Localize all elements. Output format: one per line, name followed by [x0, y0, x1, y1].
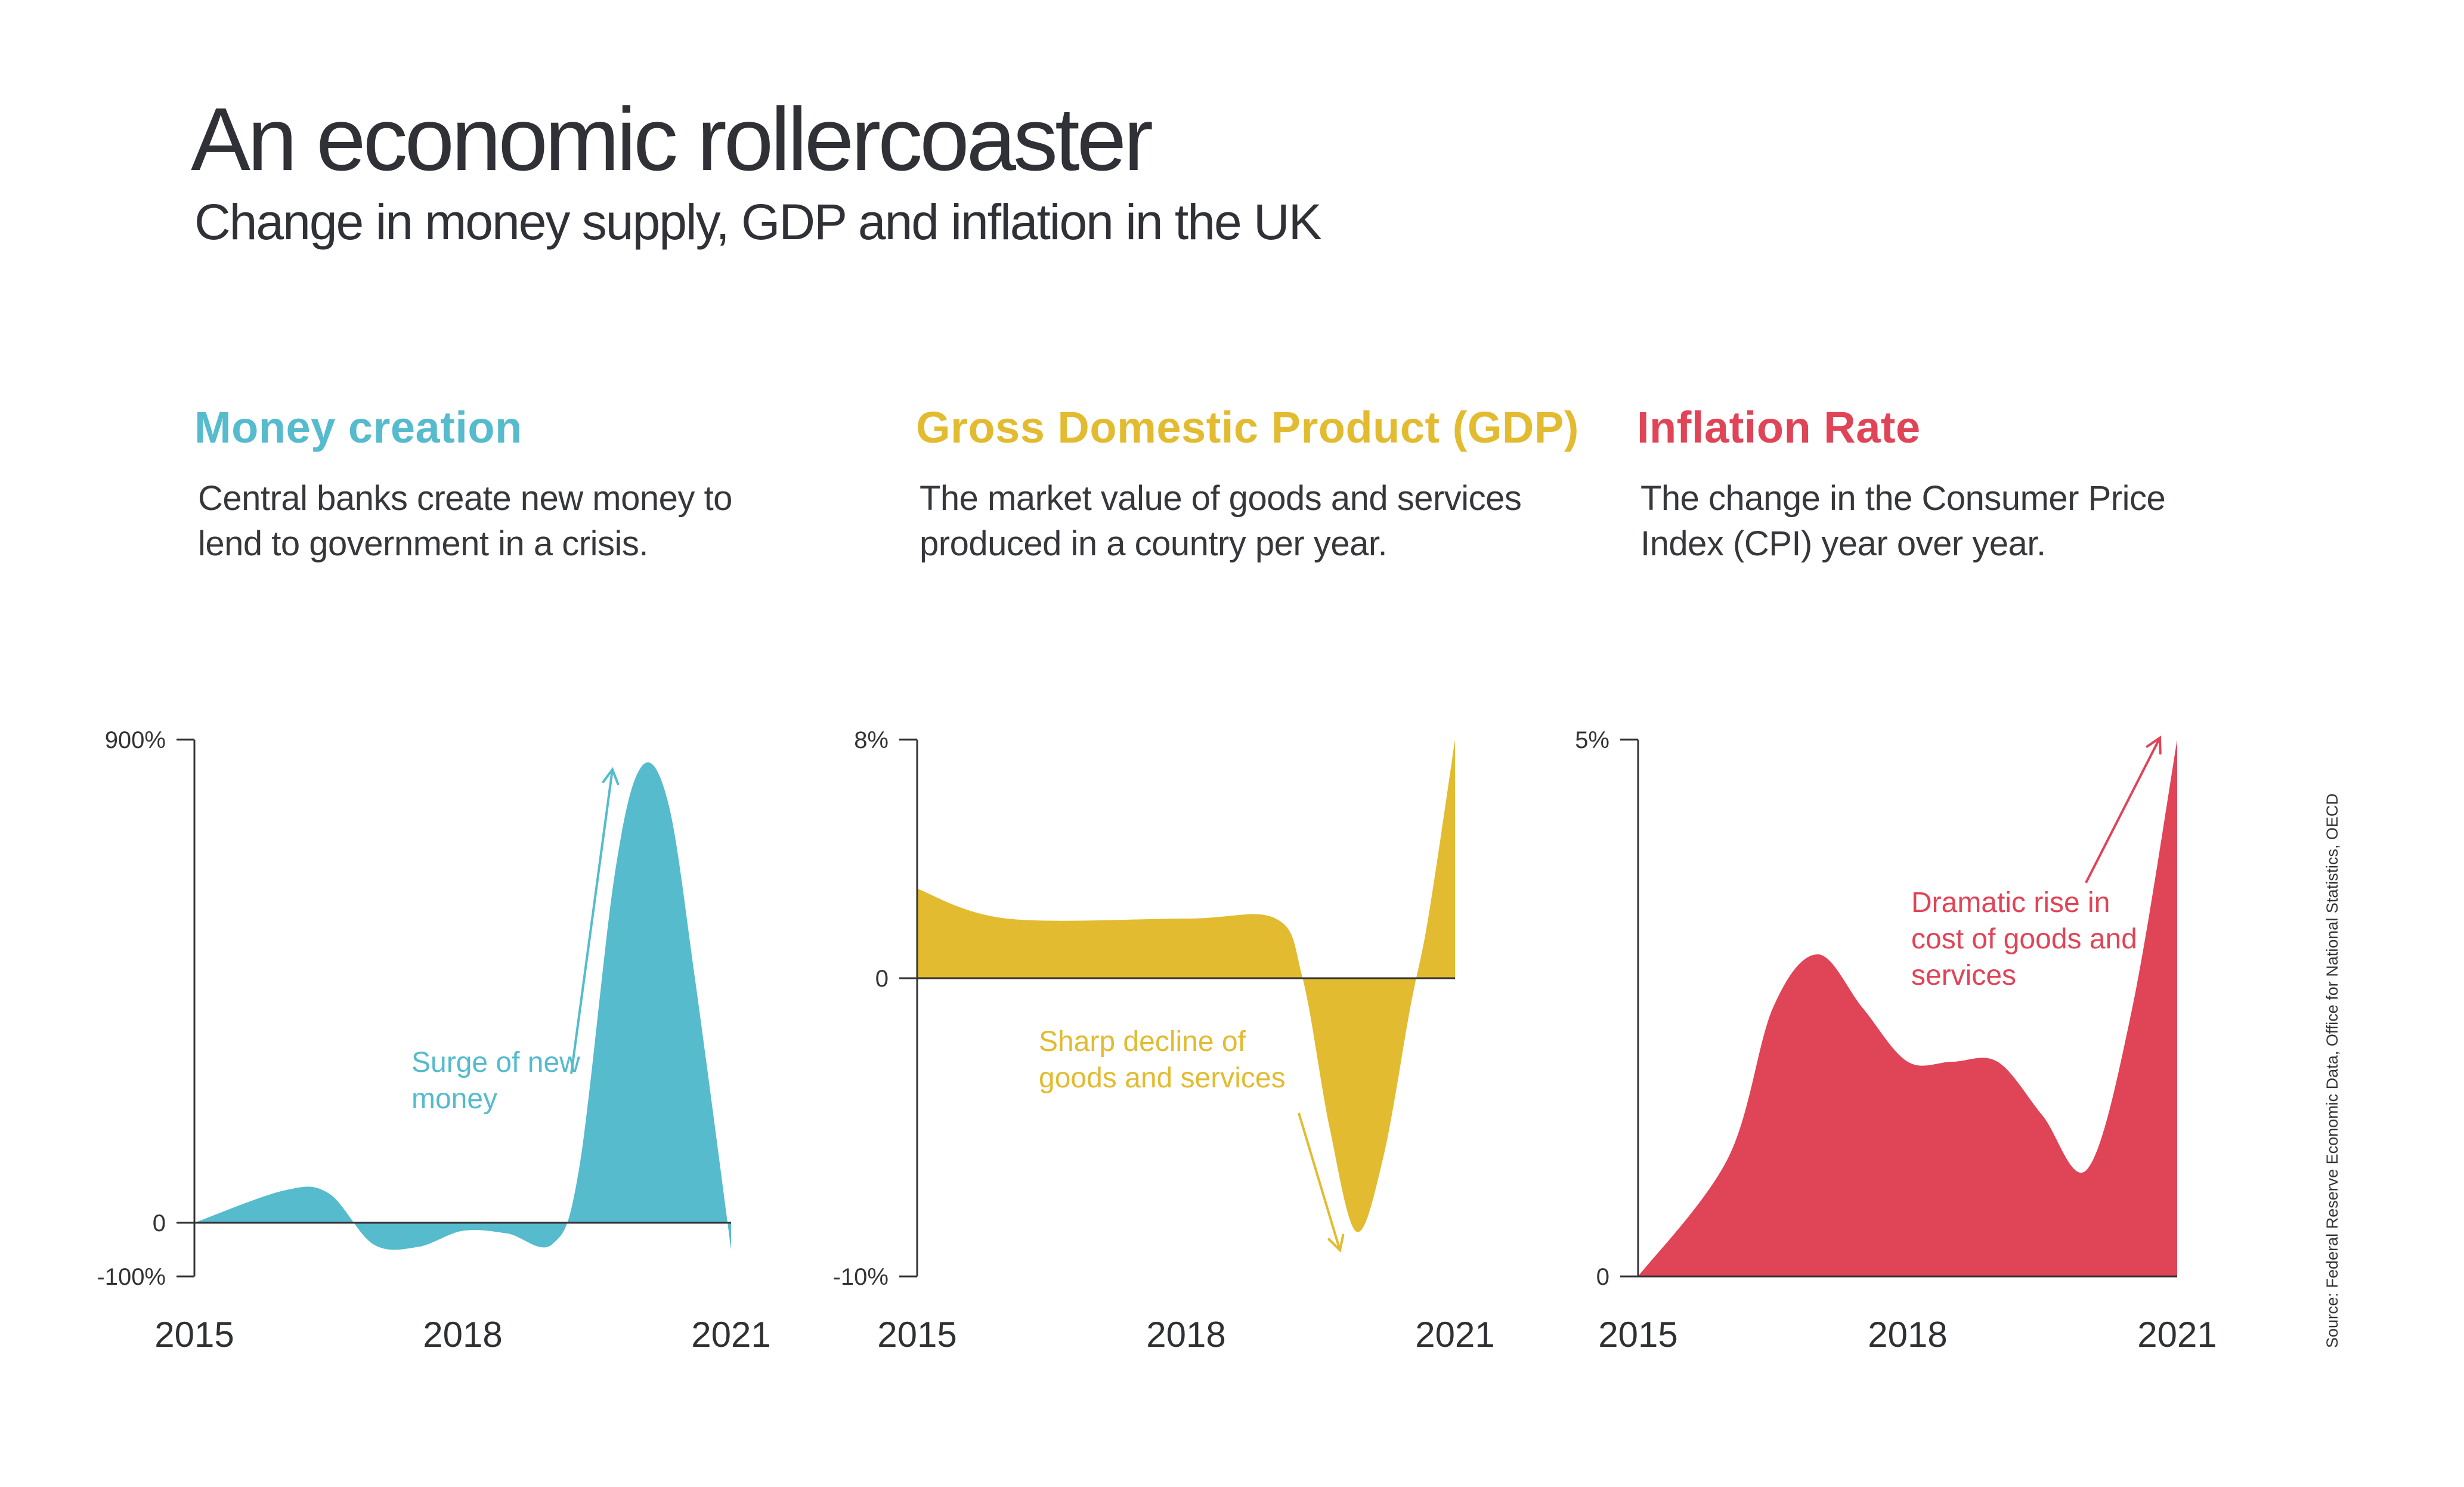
panel-description-gdp: The market value of goods and services p… — [920, 479, 1522, 563]
inflation-annotation-arrowhead — [2146, 735, 2162, 755]
gdp-annotation-arrow — [1298, 1112, 1341, 1251]
money-annotation: money — [411, 1083, 497, 1115]
inflation-x-tick-label: 2021 — [2137, 1315, 2217, 1355]
inflation-x-tick-label: 2015 — [1598, 1315, 1677, 1355]
money-x-tick-label: 2018 — [423, 1315, 502, 1355]
gdp-y-tick-label: -10% — [833, 1264, 889, 1290]
money-y-tick-label: -100% — [97, 1264, 166, 1290]
inflation-y-tick-label: 5% — [1575, 727, 1609, 753]
money-x-tick-label: 2015 — [154, 1315, 234, 1355]
inflation-area — [1638, 740, 2177, 1276]
gdp-x-tick-label: 2015 — [877, 1315, 956, 1355]
inflation-annotation: Dramatic rise in — [1911, 887, 2110, 919]
panel-heading-inflation: Inflation Rate — [1637, 403, 1921, 452]
gdp-annotation: Sharp decline of — [1039, 1026, 1246, 1058]
inflation-x-tick-label: 2018 — [1868, 1315, 1947, 1355]
money-annotation-arrow — [570, 769, 614, 1074]
panel-heading-money: Money creation — [194, 403, 522, 452]
inflation-annotation-arrow — [2085, 737, 2161, 883]
money-annotation-arrowhead — [602, 766, 620, 786]
money-annotation: Surge of new — [411, 1047, 580, 1078]
inflation-annotation: cost of goods and — [1911, 923, 2137, 955]
gdp-annotation-arrowhead — [1327, 1234, 1345, 1253]
money-x-tick-label: 2021 — [691, 1315, 770, 1355]
money-y-tick-label: 0 — [153, 1210, 166, 1236]
panel-money: Money creation Central banks create new … — [194, 406, 862, 567]
panel-heading-gdp: Gross Domestic Product (GDP) — [916, 403, 1579, 452]
inflation-annotation: services — [1911, 960, 2016, 991]
panel-description-money: Central banks create new money to lend t… — [198, 479, 732, 563]
gdp-x-tick-label: 2018 — [1146, 1315, 1225, 1355]
money-area — [194, 762, 731, 1250]
gdp-y-tick-label: 0 — [875, 966, 889, 992]
gdp-x-tick-label: 2021 — [1415, 1315, 1494, 1355]
panel-gdp: Gross Domestic Product (GDP) The market … — [916, 406, 1584, 567]
inflation-y-tick-label: 0 — [1596, 1264, 1609, 1290]
panel-description-inflation: The change in the Consumer Price Index (… — [1640, 479, 2166, 563]
gdp-area — [917, 740, 1455, 1232]
gdp-y-tick-label: 8% — [854, 727, 889, 753]
chart-subtitle: Change in money supply, GDP and inflatio… — [194, 194, 1322, 250]
money-y-tick-label: 900% — [105, 727, 166, 753]
chart-title: An economic rollercoaster — [191, 89, 1153, 189]
gdp-annotation: goods and services — [1039, 1062, 1286, 1094]
source-note: Source: Federal Reserve Economic Data, O… — [2323, 793, 2341, 1348]
panel-inflation: Inflation Rate The change in the Consume… — [1637, 406, 2305, 567]
